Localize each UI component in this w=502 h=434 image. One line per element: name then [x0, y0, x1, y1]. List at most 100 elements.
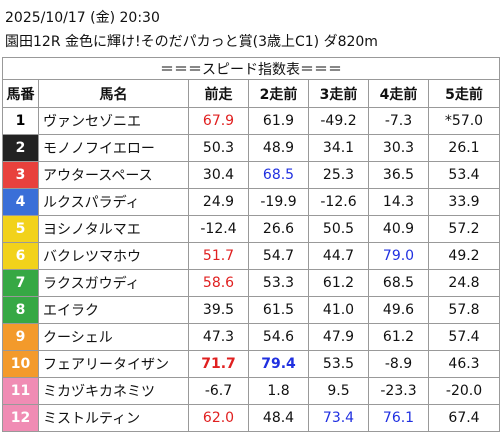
- speed-table: ＝＝＝スピード指数表＝＝＝ 馬番 馬名 前走 2走前 3走前 4走前 5走前 1 ヴァンセゾニ…: [1, 57, 501, 432]
- column-header: 5走前: [427, 79, 501, 108]
- speed-index: 57.8: [427, 296, 501, 324]
- speed-index: 76.1: [368, 404, 429, 432]
- speed-index: 1.8: [248, 377, 309, 405]
- horse-number: 1: [2, 107, 39, 135]
- speed-index: 36.5: [368, 161, 429, 189]
- speed-index: 41.0: [308, 296, 369, 324]
- horse-name: ヴァンセゾニエ: [38, 107, 189, 135]
- speed-index: 48.4: [248, 404, 309, 432]
- speed-index: 67.4: [427, 404, 501, 432]
- speed-index: 26.6: [248, 215, 309, 243]
- horse-number: 8: [2, 296, 39, 324]
- horse-row: 8 エイラク 39.5 61.5 41.0 49.6 57.8: [2, 296, 501, 324]
- speed-index: 34.1: [308, 134, 369, 162]
- speed-index: 54.6: [248, 323, 309, 351]
- speed-index: -8.9: [368, 350, 429, 378]
- table-wrap: ＝＝＝スピード指数表＝＝＝ 馬番 馬名 前走 2走前 3走前 4走前 5走前 1 ヴァンセゾニ…: [1, 57, 501, 432]
- speed-index: 9.5: [308, 377, 369, 405]
- speed-index: 50.3: [188, 134, 249, 162]
- speed-index: -23.3: [368, 377, 429, 405]
- speed-index: 49.2: [427, 242, 501, 270]
- speed-index: 68.5: [248, 161, 309, 189]
- speed-index: 61.9: [248, 107, 309, 135]
- speed-index: 68.5: [368, 269, 429, 297]
- speed-index: 44.7: [308, 242, 369, 270]
- speed-index: 53.3: [248, 269, 309, 297]
- table-title: ＝＝＝スピード指数表＝＝＝: [1, 57, 501, 80]
- speed-index: 62.0: [188, 404, 249, 432]
- column-header: 3走前: [308, 79, 369, 108]
- horse-row: 4 ルクスパラディ 24.9 -19.9 -12.6 14.3 33.9: [2, 188, 501, 216]
- horse-row: 10 フェアリータイザン 71.7 79.4 53.5 -8.9 46.3: [2, 350, 501, 378]
- speed-index: 53.5: [308, 350, 369, 378]
- horse-row: 5 ヨシノタルマエ -12.4 26.6 50.5 40.9 57.2: [2, 215, 501, 243]
- date: 2025/10/17 (金) 20:30: [5, 10, 160, 26]
- column-header: 前走: [188, 79, 249, 108]
- speed-index: 26.1: [427, 134, 501, 162]
- horse-name: フェアリータイザン: [38, 350, 189, 378]
- speed-index: 24.8: [427, 269, 501, 297]
- horse-row: 6 バクレツマホウ 51.7 54.7 44.7 79.0 49.2: [2, 242, 501, 270]
- speed-index: 48.9: [248, 134, 309, 162]
- horse-row: 3 アウタースペース 30.4 68.5 25.3 36.5 53.4: [2, 161, 501, 189]
- horse-number: 12: [2, 404, 39, 432]
- speed-index: -20.0: [427, 377, 501, 405]
- speed-index: 53.4: [427, 161, 501, 189]
- horse-name: ヨシノタルマエ: [38, 215, 189, 243]
- speed-index: 33.9: [427, 188, 501, 216]
- speed-index: 39.5: [188, 296, 249, 324]
- speed-index: 71.7: [188, 350, 249, 378]
- horse-row: 7 ラクスガウディ 58.6 53.3 61.2 68.5 24.8: [2, 269, 501, 297]
- speed-index: -19.9: [248, 188, 309, 216]
- horse-number: 9: [2, 323, 39, 351]
- column-header: 2走前: [248, 79, 309, 108]
- horse-name: クーシェル: [38, 323, 189, 351]
- horse-number: 11: [2, 377, 39, 405]
- speed-index: 47.3: [188, 323, 249, 351]
- horse-row: 9 クーシェル 47.3 54.6 47.9 61.2 57.4: [2, 323, 501, 351]
- horse-number: 5: [2, 215, 39, 243]
- column-header: 4走前: [368, 79, 429, 108]
- speed-index: 30.3: [368, 134, 429, 162]
- speed-index: 79.0: [368, 242, 429, 270]
- horse-name: ミストルティン: [38, 404, 189, 432]
- horse-name: ミカヅキカネミツ: [38, 377, 189, 405]
- speed-index: 73.4: [308, 404, 369, 432]
- horse-name: エイラク: [38, 296, 189, 324]
- horse-number: 6: [2, 242, 39, 270]
- speed-index: 25.3: [308, 161, 369, 189]
- horse-number: 7: [2, 269, 39, 297]
- speed-index: -6.7: [188, 377, 249, 405]
- column-header: 馬番: [2, 79, 39, 108]
- horse-row: 12 ミストルティン 62.0 48.4 73.4 76.1 67.4: [2, 404, 501, 432]
- speed-index: 14.3: [368, 188, 429, 216]
- horse-name: モノノフイエロー: [38, 134, 189, 162]
- speed-index: 61.5: [248, 296, 309, 324]
- speed-index: 57.4: [427, 323, 501, 351]
- speed-index: 54.7: [248, 242, 309, 270]
- horse-number: 4: [2, 188, 39, 216]
- speed-index: 24.9: [188, 188, 249, 216]
- speed-index: 61.2: [308, 269, 369, 297]
- speed-index: 47.9: [308, 323, 369, 351]
- race-info: 園田12R 金色に輝け!そのだパカっと賞(3歳上C1) ダ820m: [5, 34, 378, 50]
- horse-name: アウタースペース: [38, 161, 189, 189]
- horse-name: ラクスガウディ: [38, 269, 189, 297]
- speed-index: 30.4: [188, 161, 249, 189]
- horse-row: 1 ヴァンセゾニエ 67.9 61.9 -49.2 -7.3 *57.0: [2, 107, 501, 135]
- horse-name: ルクスパラディ: [38, 188, 189, 216]
- speed-index: *57.0: [427, 107, 501, 135]
- speed-index: -49.2: [308, 107, 369, 135]
- horse-row: 11 ミカヅキカネミツ -6.7 1.8 9.5 -23.3 -20.0: [2, 377, 501, 405]
- horse-row: 2 モノノフイエロー 50.3 48.9 34.1 30.3 26.1: [2, 134, 501, 162]
- speed-index: -12.4: [188, 215, 249, 243]
- speed-index: 57.2: [427, 215, 501, 243]
- speed-index: 51.7: [188, 242, 249, 270]
- speed-index: 46.3: [427, 350, 501, 378]
- speed-index: 40.9: [368, 215, 429, 243]
- horse-number: 10: [2, 350, 39, 378]
- column-header: 馬名: [38, 79, 189, 108]
- speed-index: 50.5: [308, 215, 369, 243]
- speed-index: 58.6: [188, 269, 249, 297]
